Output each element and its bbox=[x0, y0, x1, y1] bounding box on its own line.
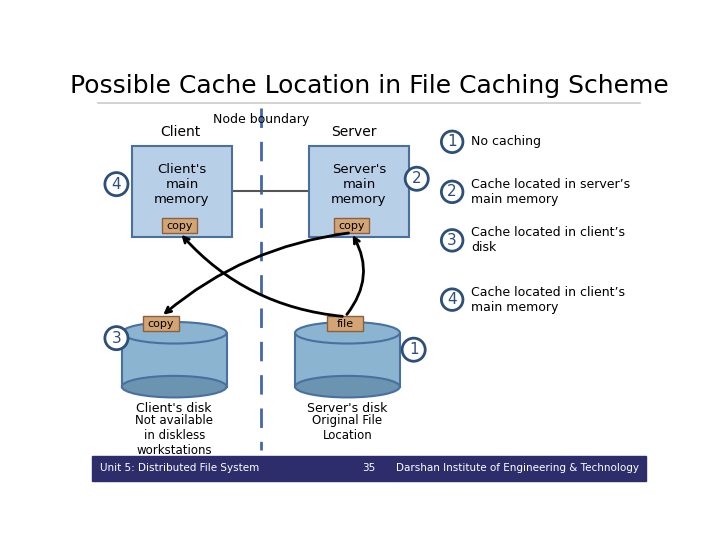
Text: Client's disk: Client's disk bbox=[137, 402, 212, 415]
Text: file: file bbox=[336, 319, 354, 328]
Text: Darshan Institute of Engineering & Technology: Darshan Institute of Engineering & Techn… bbox=[395, 463, 639, 473]
Text: Not available
in diskless
workstations: Not available in diskless workstations bbox=[135, 414, 213, 457]
Text: Server's disk: Server's disk bbox=[307, 402, 387, 415]
Bar bbox=[295, 333, 400, 387]
Circle shape bbox=[441, 181, 463, 202]
Bar bbox=[92, 456, 647, 481]
Text: 3: 3 bbox=[112, 330, 121, 346]
Text: No caching: No caching bbox=[472, 136, 541, 148]
Text: Node boundary: Node boundary bbox=[213, 113, 310, 126]
Ellipse shape bbox=[295, 322, 400, 343]
Text: 2: 2 bbox=[447, 184, 457, 199]
Text: Cache located in server’s
main memory: Cache located in server’s main memory bbox=[472, 178, 631, 206]
Text: Server's
main
memory: Server's main memory bbox=[331, 164, 387, 206]
Text: 1: 1 bbox=[447, 134, 457, 149]
Text: 2: 2 bbox=[412, 171, 421, 186]
Text: copy: copy bbox=[338, 221, 364, 231]
Circle shape bbox=[105, 173, 128, 195]
Circle shape bbox=[441, 131, 463, 153]
Circle shape bbox=[402, 338, 426, 361]
Text: 4: 4 bbox=[112, 177, 121, 192]
FancyBboxPatch shape bbox=[162, 218, 197, 233]
Text: Unit 5: Distributed File System: Unit 5: Distributed File System bbox=[99, 463, 258, 473]
Text: Possible Cache Location in File Caching Scheme: Possible Cache Location in File Caching … bbox=[70, 75, 668, 98]
Text: Cache located in client’s
main memory: Cache located in client’s main memory bbox=[472, 286, 626, 314]
FancyBboxPatch shape bbox=[132, 146, 232, 237]
Text: Server: Server bbox=[331, 125, 377, 139]
Text: 1: 1 bbox=[409, 342, 418, 357]
Ellipse shape bbox=[122, 322, 227, 343]
Circle shape bbox=[105, 327, 128, 350]
Text: Client's
main
memory: Client's main memory bbox=[154, 164, 210, 206]
Circle shape bbox=[441, 289, 463, 310]
Text: Client: Client bbox=[161, 125, 200, 139]
Bar bbox=[122, 333, 227, 387]
Text: 3: 3 bbox=[447, 233, 457, 248]
Text: copy: copy bbox=[166, 221, 193, 231]
FancyBboxPatch shape bbox=[309, 146, 409, 237]
FancyBboxPatch shape bbox=[143, 316, 179, 331]
Circle shape bbox=[441, 230, 463, 251]
Text: 4: 4 bbox=[447, 292, 457, 307]
Text: 35: 35 bbox=[362, 463, 376, 473]
Ellipse shape bbox=[122, 376, 227, 397]
FancyBboxPatch shape bbox=[328, 316, 363, 331]
Ellipse shape bbox=[295, 376, 400, 397]
FancyBboxPatch shape bbox=[333, 218, 369, 233]
Circle shape bbox=[405, 167, 428, 190]
Text: copy: copy bbox=[148, 319, 174, 328]
Text: Cache located in client’s
disk: Cache located in client’s disk bbox=[472, 226, 626, 254]
Text: Original File
Location: Original File Location bbox=[312, 414, 382, 442]
